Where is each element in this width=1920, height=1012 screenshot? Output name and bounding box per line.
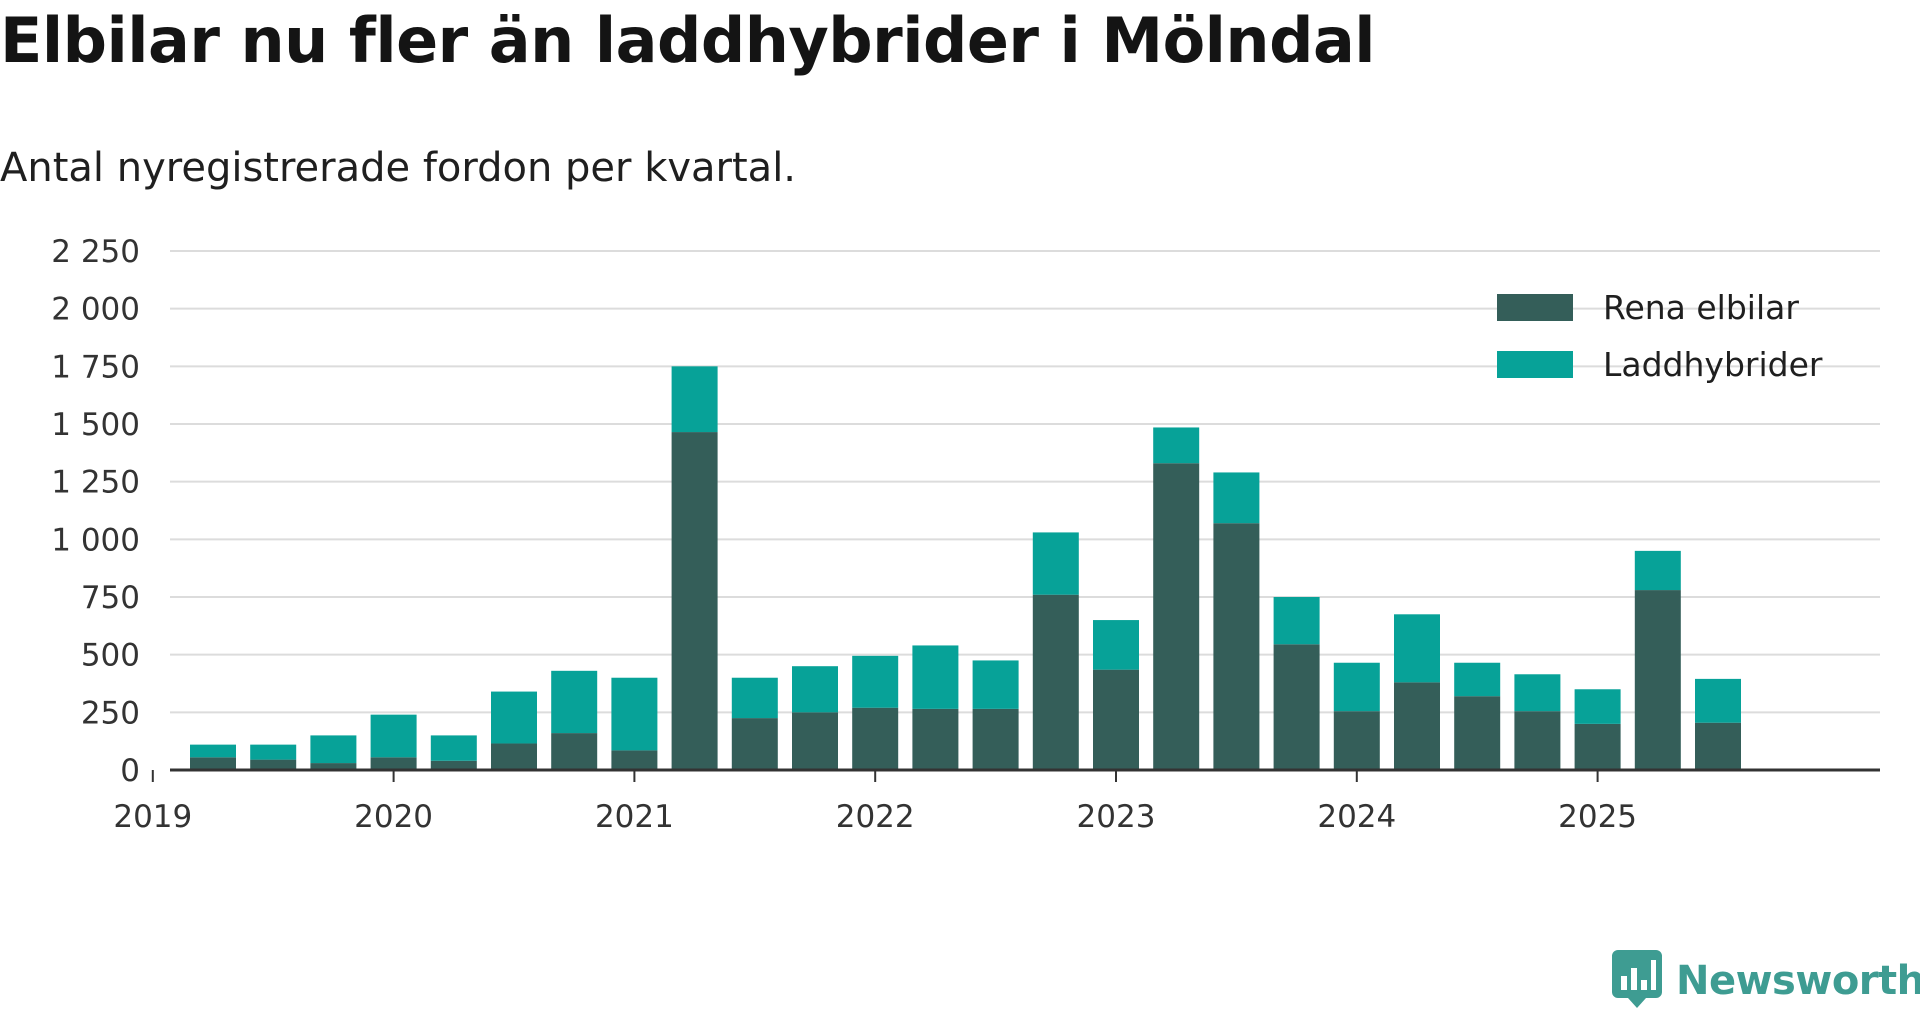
y-tick-label: 1 500 [51,407,140,443]
bar-segment-rena-elbilar: 2019 Q2 – Rena elbilar: 55 [190,757,236,770]
bar-segment-rena-elbilar: 2024 Q4 – Rena elbilar: 255 [1514,711,1561,770]
x-tick-label: 2025 [1558,799,1637,835]
bar-segment-rena-elbilar: 2019 Q3 – Rena elbilar: 45 [250,759,297,770]
bar-segment-rena-elbilar: 2024 Q2 – Rena elbilar: 380 [1394,682,1440,770]
bar-segment-laddhybrider: 2019 Q4 – Laddhybrider: 120 [310,735,357,764]
bar-segment-laddhybrider: 2021 Q3 – Laddhybrider: 175 [731,677,778,719]
bar-segment-rena-elbilar: 2022 Q4 – Rena elbilar: 760 [1032,594,1079,770]
y-tick-label: 1 750 [51,349,140,385]
bar-segment-laddhybrider: 2020 Q1 – Laddhybrider: 185 [370,714,417,758]
bars: 2019 Q2 – Rena elbilar: 552019 Q2 – Ladd… [190,366,1741,770]
legend-label-rena-elbilar: Rena elbilar [1603,288,1799,327]
newsworthy-logo[interactable]: Newsworthy [1612,950,1920,1012]
bar-segment-rena-elbilar: 2020 Q2 – Rena elbilar: 40 [430,760,477,770]
legend-swatch-rena-elbilar [1497,294,1573,321]
bar-segment-laddhybrider: 2024 Q3 – Laddhybrider: 145 [1454,662,1501,697]
bar-segment-rena-elbilar: 2023 Q1 – Rena elbilar: 435 [1093,669,1139,770]
x-axis-ticks: 2019 2020 2021 2022 2023 2024 2025 [113,770,1637,835]
bar-segment-laddhybrider: 2022 Q4 – Laddhybrider: 270 [1032,532,1079,595]
newsworthy-logo-icon [1612,950,1662,1012]
bar-segment-laddhybrider: 2025 Q3 – Laddhybrider: 190 [1695,678,1741,723]
y-tick-label: 750 [81,580,140,616]
bar-segment-rena-elbilar: 2020 Q4 – Rena elbilar: 160 [551,733,598,770]
bar-segment-rena-elbilar: 2021 Q4 – Rena elbilar: 250 [792,712,838,770]
chart-title: Elbilar nu fler än laddhybrider i Mölnda… [0,4,1376,77]
x-tick-label: 2022 [836,799,915,835]
bar-segment-laddhybrider: 2021 Q4 – Laddhybrider: 200 [792,666,838,713]
y-tick-label: 0 [120,753,140,789]
x-tick-label: 2020 [354,799,433,835]
bar-segment-rena-elbilar: 2023 Q3 – Rena elbilar: 1070 [1213,523,1260,770]
y-tick-label: 1 250 [51,465,140,501]
x-tick-label: 2019 [113,799,192,835]
bar-segment-rena-elbilar: 2022 Q3 – Rena elbilar: 265 [972,708,1019,770]
bar-segment-rena-elbilar: 2024 Q1 – Rena elbilar: 255 [1333,711,1380,770]
x-tick-label: 2021 [595,799,674,835]
bar-segment-laddhybrider: 2019 Q2 – Laddhybrider: 55 [190,744,236,758]
x-tick-label: 2024 [1317,799,1396,835]
bar-segment-rena-elbilar: 2021 Q3 – Rena elbilar: 225 [731,718,778,770]
legend: Rena elbilar Laddhybrider [1497,288,1823,384]
bar-segment-laddhybrider: 2020 Q3 – Laddhybrider: 225 [491,691,537,744]
bar-segment-laddhybrider: 2023 Q1 – Laddhybrider: 215 [1093,620,1139,670]
bar-segment-laddhybrider: 2023 Q4 – Laddhybrider: 205 [1273,597,1320,645]
bar-segment-rena-elbilar: 2023 Q2 – Rena elbilar: 1330 [1153,463,1200,770]
bar-segment-rena-elbilar: 2025 Q2 – Rena elbilar: 780 [1634,590,1681,770]
y-tick-label: 500 [81,638,140,674]
chart-subtitle: Antal nyregistrerade fordon per kvartal. [0,145,797,191]
bar-segment-rena-elbilar: 2022 Q1 – Rena elbilar: 270 [852,707,899,770]
y-axis-ticks: 0 250 500 750 1 000 1 250 1 500 1 750 2 000 2 250 [51,234,140,789]
y-tick-label: 2 250 [51,234,140,270]
bar-segment-laddhybrider: 2025 Q2 – Laddhybrider: 170 [1634,550,1681,591]
bar-segment-rena-elbilar: 2025 Q3 – Rena elbilar: 205 [1695,722,1741,770]
bar-segment-rena-elbilar: 2024 Q3 – Rena elbilar: 320 [1454,696,1501,770]
bar-segment-laddhybrider: 2019 Q3 – Laddhybrider: 65 [250,744,297,760]
y-tick-label: 1 000 [51,522,140,558]
bar-segment-laddhybrider: 2022 Q3 – Laddhybrider: 210 [972,660,1019,709]
bar-segment-rena-elbilar: 2019 Q4 – Rena elbilar: 30 [310,763,357,770]
bar-segment-rena-elbilar: 2020 Q3 – Rena elbilar: 115 [491,743,537,770]
x-tick-label: 2023 [1077,799,1156,835]
bar-segment-laddhybrider: 2022 Q2 – Laddhybrider: 275 [912,645,959,709]
bar-segment-laddhybrider: 2023 Q2 – Laddhybrider: 155 [1153,427,1200,464]
bar-segment-laddhybrider: 2024 Q1 – Laddhybrider: 210 [1333,662,1380,712]
bar-segment-rena-elbilar: 2025 Q1 – Rena elbilar: 200 [1574,723,1621,770]
bar-segment-laddhybrider: 2021 Q1 – Laddhybrider: 315 [611,677,658,751]
bar-segment-rena-elbilar: 2021 Q1 – Rena elbilar: 85 [611,750,658,770]
bar-segment-laddhybrider: 2023 Q3 – Laddhybrider: 220 [1213,472,1260,524]
bar-segment-laddhybrider: 2024 Q2 – Laddhybrider: 295 [1394,614,1440,683]
bar-segment-laddhybrider: 2020 Q4 – Laddhybrider: 270 [551,670,598,734]
gridlines [170,250,1880,714]
bar-segment-laddhybrider: 2020 Q2 – Laddhybrider: 110 [430,735,477,761]
bar-segment-laddhybrider: 2022 Q1 – Laddhybrider: 225 [852,655,899,708]
legend-label-laddhybrider: Laddhybrider [1603,345,1823,384]
newsworthy-logo-text: Newsworthy [1676,958,1920,1004]
bar-segment-rena-elbilar: 2022 Q2 – Rena elbilar: 265 [912,708,959,770]
bar-segment-laddhybrider: 2021 Q2 – Laddhybrider: 285 [671,366,718,433]
bar-segment-laddhybrider: 2024 Q4 – Laddhybrider: 160 [1514,674,1561,712]
bar-segment-rena-elbilar: 2020 Q1 – Rena elbilar: 55 [370,757,417,770]
bar-segment-rena-elbilar: 2023 Q4 – Rena elbilar: 545 [1273,644,1320,770]
bar-segment-laddhybrider: 2025 Q1 – Laddhybrider: 150 [1574,689,1621,724]
y-tick-label: 250 [81,695,140,731]
legend-swatch-laddhybrider [1497,351,1573,378]
y-tick-label: 2 000 [51,292,140,328]
bar-segment-rena-elbilar: 2021 Q2 – Rena elbilar: 1465 [671,432,718,770]
